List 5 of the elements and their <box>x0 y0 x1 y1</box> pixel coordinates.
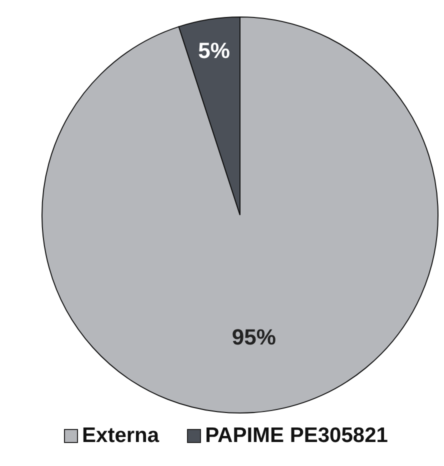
pie-slice <box>42 16 438 414</box>
data-label: 5% <box>198 38 230 64</box>
data-label: 95% <box>232 324 276 350</box>
slice-label: Externa <box>82 424 160 448</box>
legend-label: PAPIME PE305821 <box>205 424 388 448</box>
